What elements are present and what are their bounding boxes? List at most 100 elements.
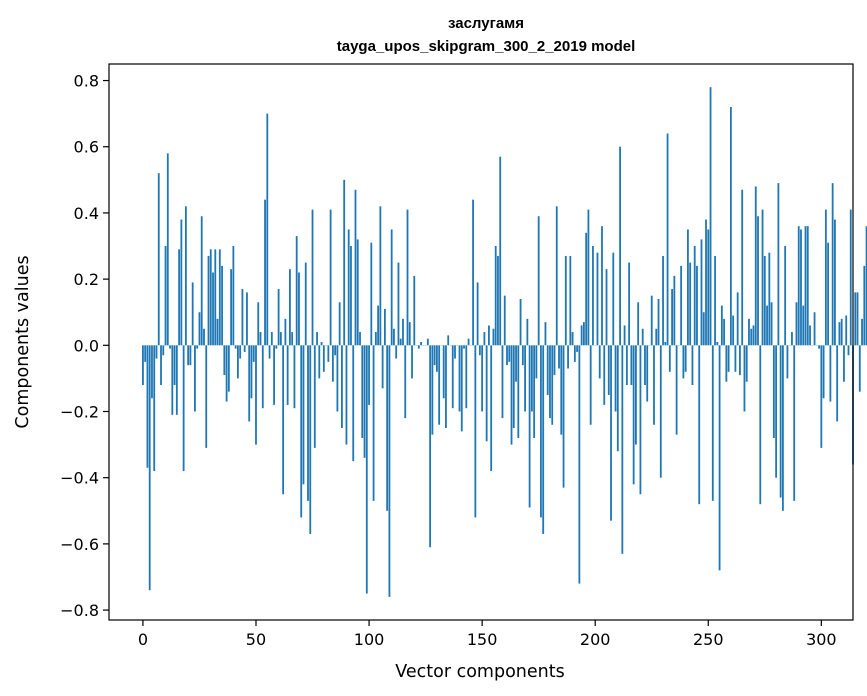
bar <box>171 345 174 415</box>
bar <box>573 345 576 362</box>
bar <box>465 345 468 409</box>
bar <box>151 345 153 399</box>
bar <box>230 269 233 346</box>
bar <box>562 345 565 488</box>
bar <box>264 199 266 346</box>
bar <box>322 345 325 372</box>
y-tick-label: −0.8 <box>60 601 99 620</box>
bar <box>227 345 230 392</box>
bar <box>646 345 649 402</box>
bar <box>236 345 239 379</box>
bar <box>847 345 850 356</box>
bar <box>164 246 167 346</box>
bar <box>664 342 667 346</box>
bar <box>655 328 658 346</box>
bar <box>542 345 545 534</box>
bar <box>564 255 567 346</box>
bar <box>845 315 848 346</box>
bar <box>291 332 294 346</box>
bar <box>592 246 594 346</box>
bar <box>191 282 194 346</box>
bar <box>768 252 771 346</box>
bar <box>682 345 685 379</box>
bar <box>331 345 334 382</box>
bar <box>334 345 337 356</box>
bar <box>393 328 395 346</box>
bar <box>508 345 511 362</box>
bar <box>630 345 633 386</box>
bar <box>277 289 280 346</box>
bar <box>345 345 348 445</box>
bar <box>696 265 698 346</box>
bar <box>858 345 861 392</box>
bar <box>352 345 355 462</box>
bar <box>282 345 285 495</box>
bar <box>241 289 244 346</box>
bar <box>142 345 144 386</box>
bar <box>243 345 246 352</box>
bar <box>485 345 488 442</box>
bar <box>388 345 391 597</box>
bar <box>492 328 495 346</box>
bar <box>286 345 289 405</box>
bar <box>709 87 712 346</box>
bars-group <box>142 87 867 597</box>
bar <box>535 345 538 379</box>
bar <box>578 345 581 584</box>
bar <box>497 255 499 346</box>
bar <box>752 325 755 346</box>
bar <box>338 302 341 346</box>
bar <box>612 252 615 346</box>
y-tick-label: 0.0 <box>74 336 99 355</box>
bar <box>225 345 228 402</box>
bar <box>399 338 402 346</box>
bar <box>637 302 640 346</box>
bar <box>316 332 318 346</box>
bar <box>279 332 282 346</box>
bar <box>779 345 782 498</box>
bar <box>748 318 750 346</box>
bar <box>775 345 778 478</box>
bar <box>499 156 502 346</box>
x-tick-label: 250 <box>693 630 724 649</box>
bar <box>549 345 551 419</box>
bar <box>795 302 798 346</box>
bar <box>718 345 721 571</box>
bar <box>363 345 366 458</box>
bar <box>383 308 386 346</box>
bar <box>732 315 735 346</box>
bar <box>558 345 560 369</box>
bar <box>454 345 456 359</box>
bar <box>610 345 612 521</box>
bar <box>494 246 497 346</box>
bar <box>644 345 646 386</box>
bar <box>234 345 237 349</box>
bar <box>205 345 208 448</box>
bar <box>754 186 757 346</box>
bar <box>605 269 608 346</box>
bar <box>560 345 563 435</box>
bar <box>863 265 866 346</box>
bar <box>268 345 271 359</box>
bar <box>336 345 339 412</box>
bar <box>157 173 160 346</box>
bar <box>178 249 181 346</box>
bar <box>445 345 447 429</box>
bar <box>144 345 147 362</box>
y-axis-ticks: −0.8 −0.6 −0.4 −0.2 0.0 0.2 0.4 0.6 0.8 <box>60 72 109 620</box>
bar <box>757 216 759 346</box>
bar <box>716 342 719 346</box>
bar <box>359 332 361 346</box>
bar <box>743 345 746 412</box>
bar <box>426 338 429 346</box>
bar <box>517 345 520 438</box>
bar <box>544 322 547 346</box>
bar <box>307 345 309 501</box>
bar <box>526 318 529 346</box>
y-axis-label: Components values <box>13 255 33 428</box>
bar <box>184 206 187 346</box>
bar <box>791 332 793 346</box>
bar <box>354 189 357 346</box>
bar <box>800 229 802 346</box>
bar <box>714 255 716 346</box>
